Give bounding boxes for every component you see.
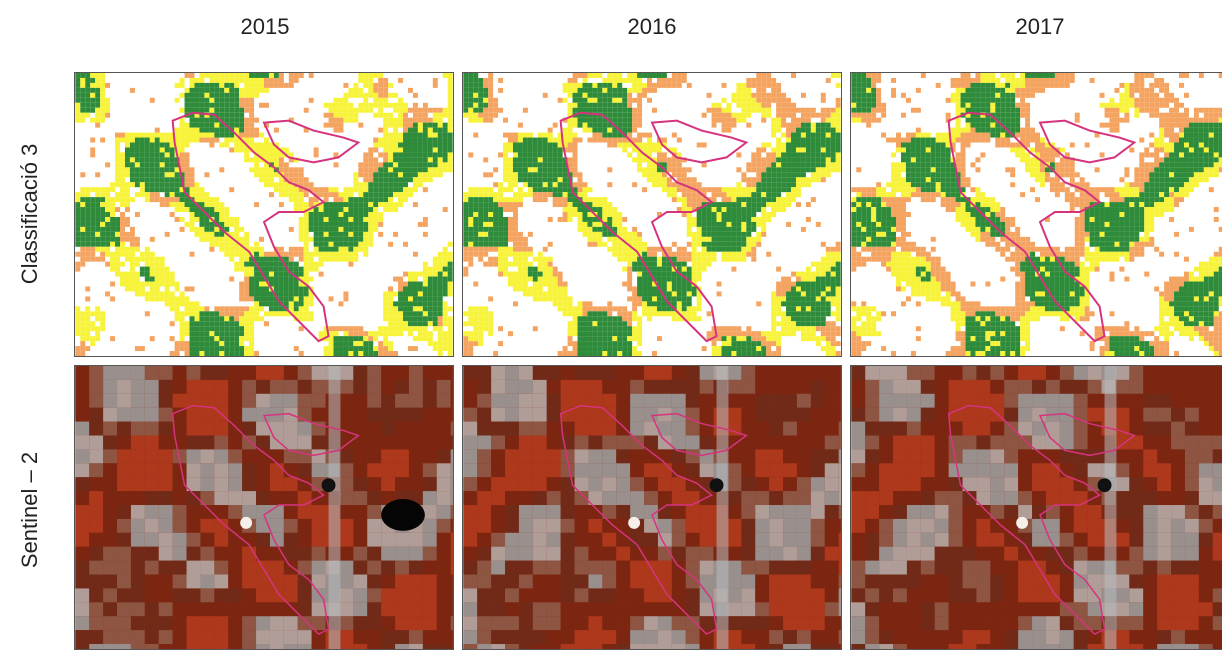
column-title-2015: 2015 — [240, 14, 290, 39]
classification-map-2015 — [74, 72, 454, 357]
sentinel-image-2017 — [850, 365, 1222, 650]
sentinel-image-2016 — [462, 365, 842, 650]
classification-map-2016 — [462, 72, 842, 357]
column-title-2017: 2017 — [1015, 14, 1065, 39]
row-label-sentinel: Sentinel – 2 — [17, 451, 42, 569]
column-title-2016: 2016 — [627, 14, 677, 39]
classification-map-2017 — [850, 72, 1222, 357]
sentinel-image-2015 — [74, 365, 454, 650]
row-label-classification: Classificació 3 — [17, 143, 42, 285]
